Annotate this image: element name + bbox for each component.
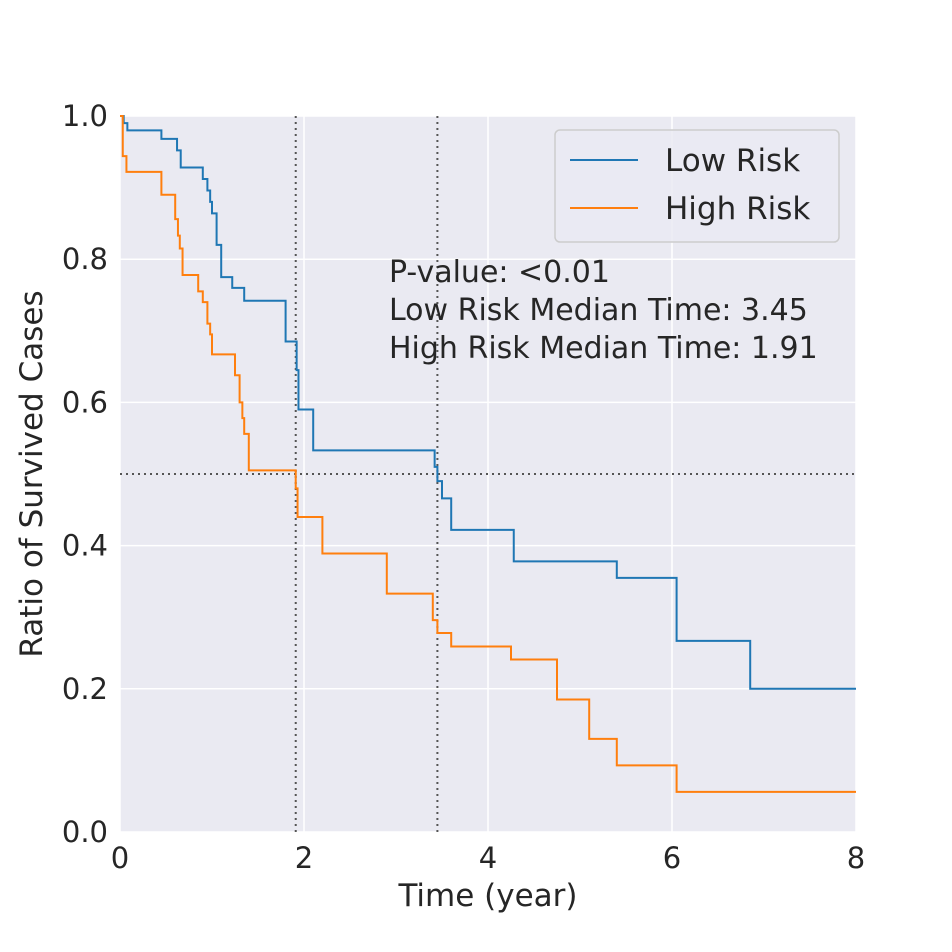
- y-tick-label: 0.6: [62, 385, 108, 419]
- series-lines: [120, 115, 856, 793]
- legend-low-risk-label: Low Risk: [665, 143, 800, 179]
- x-tick-label: 2: [295, 841, 313, 875]
- y-tick-label: 0.0: [62, 815, 108, 849]
- y-tick-label: 0.2: [62, 672, 108, 706]
- reference-lines: [120, 116, 856, 832]
- y-tick-label: 0.8: [62, 242, 108, 276]
- tick-labels: 0 2 4 6 8 0.0 0.2 0.4 0.6 0.8 1.0: [62, 99, 865, 875]
- x-tick-label: 4: [479, 841, 497, 875]
- x-axis-title: Time (year): [397, 878, 577, 914]
- y-axis-title: Ratio of Survived Cases: [14, 290, 50, 657]
- high-risk-median-annotation: High Risk Median Time: 1.91: [389, 331, 818, 366]
- high-risk-line: [120, 115, 856, 793]
- y-tick-label: 0.4: [62, 529, 108, 563]
- low-risk-line: [120, 115, 856, 690]
- legend-box: [554, 129, 840, 243]
- x-tick-label: 0: [111, 841, 129, 875]
- legend-high-risk-label: High Risk: [665, 191, 810, 227]
- x-tick-label: 6: [663, 841, 681, 875]
- legend: Low Risk High Risk: [554, 129, 840, 243]
- y-tick-label: 1.0: [62, 99, 108, 133]
- low-risk-median-annotation: Low Risk Median Time: 3.45: [389, 293, 808, 328]
- x-tick-label: 8: [847, 841, 865, 875]
- annotation-block: P-value: <0.01 Low Risk Median Time: 3.4…: [389, 255, 818, 366]
- p-value-annotation: P-value: <0.01: [389, 255, 610, 290]
